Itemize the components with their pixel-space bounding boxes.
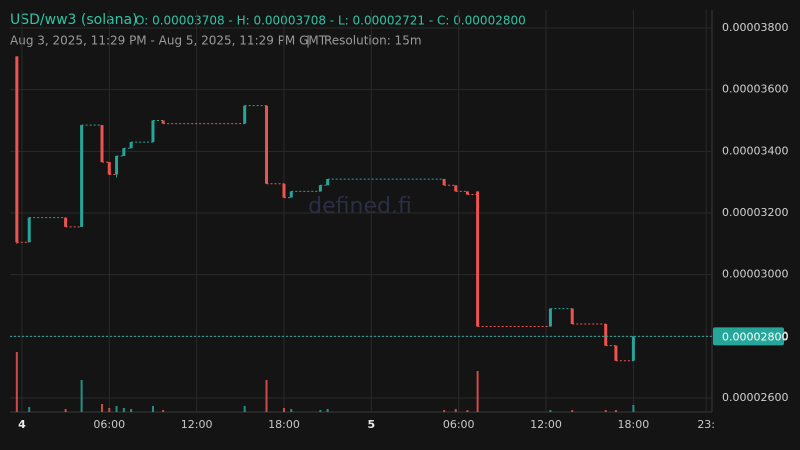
volume-bar: [326, 409, 329, 412]
chart-title: USD/ww3 (solana): [10, 12, 138, 28]
x-tick-label: 12:00: [530, 418, 562, 431]
x-tick-label: 4: [18, 418, 26, 431]
volume-bar: [64, 409, 67, 412]
volume-bar: [632, 405, 635, 412]
candle-body: [265, 105, 269, 184]
volume-bar: [115, 406, 118, 412]
x-tick-label: 12:00: [181, 418, 213, 431]
candle-body: [604, 324, 608, 346]
volume-bar: [108, 408, 111, 412]
volume-bar: [604, 410, 607, 412]
candle-body: [282, 183, 286, 198]
candle-body: [442, 179, 446, 186]
candle-body: [122, 148, 126, 156]
candle-body: [64, 217, 68, 227]
volume-bar: [454, 409, 457, 412]
volume-bar: [443, 410, 446, 412]
candle-body: [161, 120, 165, 124]
candle-body: [548, 308, 552, 327]
candle-body: [476, 191, 480, 327]
volume-bar: [28, 407, 31, 412]
resolution: Resolution: 15m: [324, 34, 422, 48]
candle-body: [80, 125, 84, 227]
last-price-box: [713, 327, 784, 346]
watermark: defined.fi: [308, 194, 412, 219]
candle-body: [100, 125, 104, 163]
candle-body: [454, 185, 458, 192]
volume-bar: [549, 410, 552, 412]
volume-bar: [162, 410, 165, 412]
y-tick-label: 0.00003200: [722, 206, 788, 219]
x-tick-label: 06:00: [443, 418, 475, 431]
candle-body: [115, 155, 119, 175]
volume-bar: [290, 409, 293, 412]
candle-body: [129, 142, 133, 149]
x-tick-label: 5: [368, 418, 376, 431]
candle-body: [107, 162, 111, 175]
y-tick-label: 0.00003000: [722, 268, 788, 281]
date-range: Aug 3, 2025, 11:29 PM - Aug 5, 2025, 11:…: [10, 34, 327, 48]
x-tick-label: 18:00: [618, 418, 650, 431]
candle-body: [27, 217, 31, 243]
volume-bar: [15, 352, 18, 412]
volume-bar: [614, 410, 617, 412]
candle-body: [243, 105, 247, 124]
candle-body: [465, 191, 469, 195]
candle-body: [614, 345, 618, 361]
volume-bar: [80, 380, 83, 412]
separator: |: [306, 34, 310, 48]
volume-bar: [265, 380, 268, 412]
y-tick-label: 0.00003600: [722, 83, 788, 96]
x-tick-label: 18:00: [268, 418, 300, 431]
volume-bar: [130, 409, 133, 412]
ohlc-readout: O: 0.00003708 - H: 0.00003708 - L: 0.000…: [135, 14, 526, 28]
last-price-label: 0.00002800: [722, 330, 788, 343]
volume-bar: [151, 406, 154, 412]
candle-body: [318, 185, 322, 192]
volume-bar: [466, 410, 469, 412]
candle-body: [289, 191, 293, 198]
x-tick-label: 23:: [697, 418, 715, 431]
y-tick-label: 0.00003800: [722, 21, 788, 34]
volume-bar: [571, 410, 574, 412]
volume-bar: [101, 404, 104, 412]
candle-body: [326, 179, 330, 186]
candle-body: [631, 336, 635, 361]
volume-bar: [282, 408, 285, 412]
volume-bar: [243, 406, 246, 412]
volume-bar: [319, 410, 322, 412]
candle-body: [15, 56, 19, 243]
candle-body: [151, 120, 155, 143]
volume-bar: [476, 371, 479, 412]
candle-body: [570, 308, 574, 325]
x-tick-label: 06:00: [93, 418, 125, 431]
y-tick-label: 0.00002600: [722, 391, 788, 404]
y-tick-label: 0.00003400: [722, 144, 788, 157]
volume-bar: [122, 408, 125, 412]
